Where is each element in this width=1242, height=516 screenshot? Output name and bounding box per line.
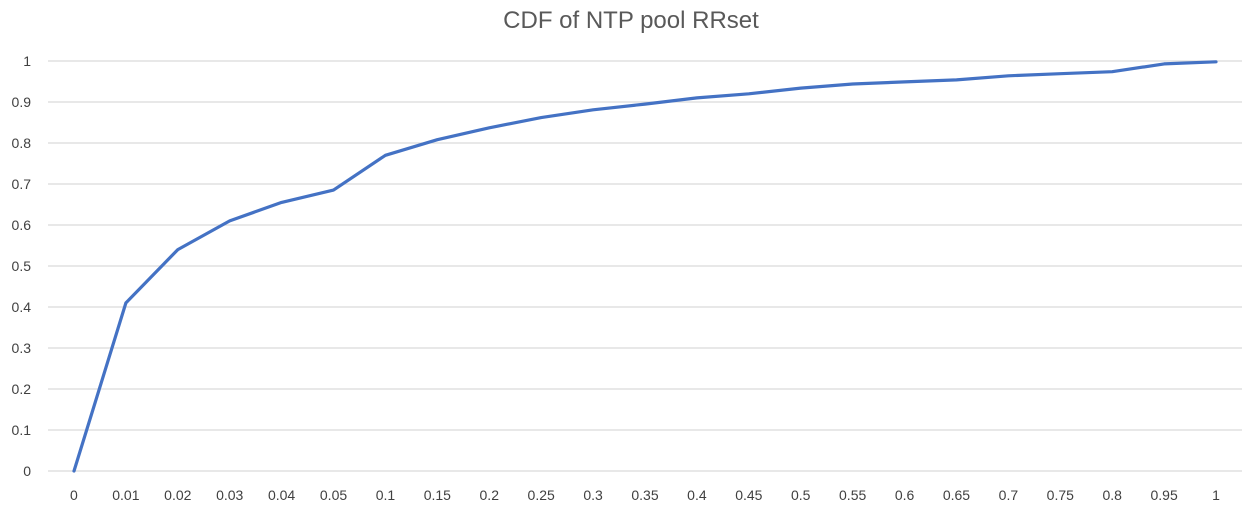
y-tick-label: 0.9 <box>12 94 32 110</box>
x-tick-label: 0.25 <box>528 487 555 503</box>
y-tick-label: 0.4 <box>12 299 32 315</box>
x-tick-label: 0.75 <box>1047 487 1074 503</box>
y-tick-label: 0.7 <box>12 176 32 192</box>
y-tick-label: 0.1 <box>12 422 32 438</box>
y-tick-label: 0.3 <box>12 340 32 356</box>
x-tick-label: 0.7 <box>999 487 1019 503</box>
x-tick-label: 0.95 <box>1151 487 1178 503</box>
x-tick-label: 0.4 <box>687 487 707 503</box>
x-tick-label: 0.45 <box>735 487 762 503</box>
y-tick-label: 1 <box>23 53 31 69</box>
x-tick-label: 0.05 <box>320 487 347 503</box>
y-tick-label: 0.8 <box>12 135 32 151</box>
x-tick-label: 0.6 <box>895 487 915 503</box>
x-tick-label: 0.04 <box>268 487 295 503</box>
x-tick-label: 0.02 <box>164 487 191 503</box>
x-tick-label: 0.2 <box>480 487 500 503</box>
series-line <box>72 60 1218 473</box>
x-tick-label: 0.03 <box>216 487 243 503</box>
x-axis-ticks: 0 0.01 0.02 0.03 0.04 0.05 0.1 0.15 0.2 0.25 0.3 0.… <box>70 487 1220 503</box>
x-tick-label: 0.8 <box>1102 487 1122 503</box>
x-tick-label: 0.1 <box>376 487 396 503</box>
x-tick-label: 0.65 <box>943 487 970 503</box>
x-tick-label: 0.35 <box>631 487 658 503</box>
x-tick-label: 0.3 <box>583 487 603 503</box>
chart-title: CDF of NTP pool RRset <box>503 7 759 34</box>
y-tick-label: 0 <box>23 463 31 479</box>
x-tick-label: 0.15 <box>424 487 451 503</box>
gridlines <box>48 60 1242 472</box>
x-tick-label: 1 <box>1212 487 1220 503</box>
x-tick-label: 0 <box>70 487 78 503</box>
x-tick-label: 0.01 <box>112 487 139 503</box>
y-tick-label: 0.6 <box>12 217 32 233</box>
y-tick-label: 0.2 <box>12 381 32 397</box>
x-tick-label: 0.5 <box>791 487 811 503</box>
x-tick-label: 0.55 <box>839 487 866 503</box>
y-tick-label: 0.5 <box>12 258 32 274</box>
series-layer <box>72 60 1218 473</box>
y-axis-ticks: 0 0.1 0.2 0.3 0.4 0.5 0.6 0.7 0.8 0.9 1 <box>12 53 32 479</box>
